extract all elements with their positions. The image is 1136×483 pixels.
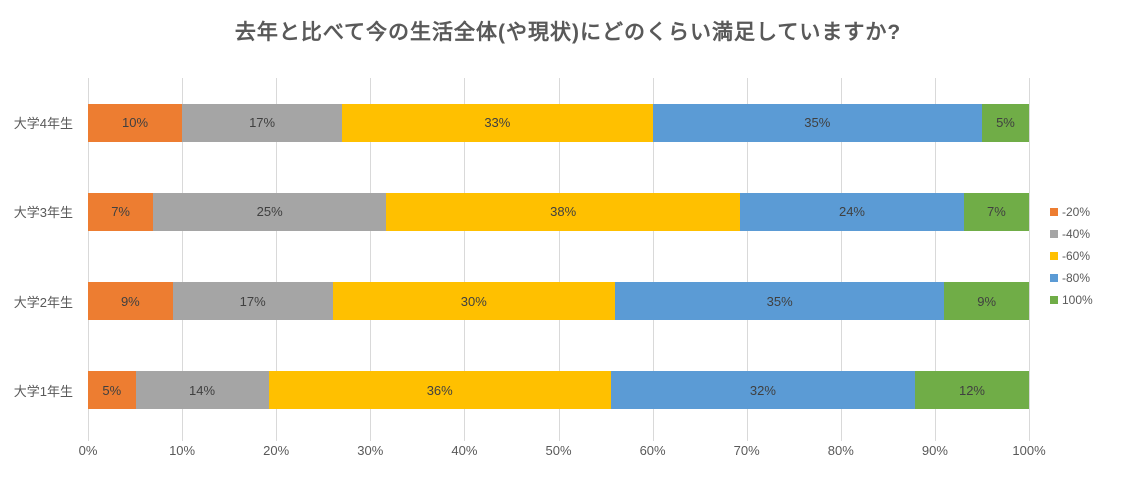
- category-label: 大学3年生: [13, 205, 73, 221]
- gridline: [464, 78, 466, 441]
- bar-segment: 12%: [914, 371, 1030, 410]
- x-tick-label: 60%: [639, 443, 666, 458]
- chart-title: 去年と比べて今の生活全体(や現状)にどのくらい満足していますか?: [234, 21, 902, 44]
- x-axis-labels: 0% 10% 20% 30% 40% 50% 60% 70% 80% 90% 100%: [79, 443, 1046, 459]
- bar-segment: 7%: [963, 192, 1030, 231]
- bar-segment: 14%: [135, 371, 269, 410]
- stacked-bar: 5% 14% 36% 32% 12%: [88, 371, 1030, 410]
- legend: -20% -40% -60% -80% 100%: [1050, 206, 1093, 306]
- gridline: [370, 78, 372, 441]
- gridline: [276, 78, 278, 441]
- legend-swatch: [1050, 208, 1058, 216]
- bar-segment: 9%: [88, 282, 173, 321]
- legend-label: -80%: [1062, 271, 1091, 285]
- bar-segment: 30%: [332, 282, 615, 321]
- bar-band: 10% 17% 33% 35% 5%: [88, 78, 1029, 167]
- bar-segment: 38%: [386, 192, 741, 231]
- plot-area: 10% 17% 33% 35% 5% 7% 25% 38% 24% 7% 9% 17% 30% 35% 9%…: [88, 78, 1030, 441]
- gridline: [1029, 78, 1030, 441]
- bar-segment: 5%: [981, 103, 1029, 142]
- legend-item: -80%: [1050, 272, 1093, 284]
- bar-segment: 32%: [610, 371, 915, 410]
- bar-segment: 35%: [652, 103, 982, 142]
- gridline: [934, 78, 936, 441]
- bar-segment: 24%: [740, 192, 964, 231]
- gridline: [746, 78, 748, 441]
- x-tick-label: 50%: [545, 443, 572, 458]
- category-label: 大学2年生: [13, 294, 73, 310]
- legend-label: -60%: [1062, 249, 1091, 263]
- legend-swatch: [1050, 252, 1058, 260]
- gridline: [182, 78, 184, 441]
- legend-swatch: [1050, 274, 1058, 282]
- category-label: 大学1年生: [13, 383, 73, 399]
- bar-segment: 17%: [182, 103, 343, 142]
- x-tick-label: 40%: [451, 443, 478, 458]
- bar-band: 7% 25% 38% 24% 7%: [88, 167, 1030, 256]
- gridline: [840, 78, 842, 441]
- legend-swatch: [1050, 230, 1058, 238]
- x-tick-label: 100%: [1012, 443, 1046, 458]
- bar-segment: 7%: [88, 192, 154, 231]
- stacked-bar: 10% 17% 33% 35% 5%: [88, 103, 1029, 142]
- bar-segment: 5%: [88, 371, 136, 410]
- bar-band: 9% 17% 30% 35% 9%: [88, 257, 1029, 346]
- x-tick-label: 20%: [263, 443, 290, 458]
- bar-band: 5% 14% 36% 32% 12%: [88, 346, 1030, 435]
- legend-item: -20%: [1050, 206, 1093, 218]
- stacked-bar: 9% 17% 30% 35% 9%: [88, 282, 1029, 321]
- legend-swatch: [1050, 296, 1058, 304]
- x-tick-label: 70%: [733, 443, 760, 458]
- bar-segment: 36%: [268, 371, 611, 410]
- gridline: [558, 78, 560, 441]
- x-tick-label: 10%: [169, 443, 196, 458]
- gridline: [652, 78, 654, 441]
- category-axis-labels: 大学4年生大学3年生大学2年生大学1年生: [0, 78, 82, 435]
- x-tick-label: 80%: [827, 443, 854, 458]
- bar-segment: 9%: [944, 282, 1029, 321]
- bar-segment: 25%: [153, 192, 387, 231]
- stacked-bar: 7% 25% 38% 24% 7%: [88, 192, 1030, 231]
- gridline: [88, 78, 89, 441]
- bar-segment: 35%: [614, 282, 945, 321]
- legend-item: 100%: [1050, 294, 1093, 306]
- bar-segment: 10%: [88, 103, 183, 142]
- bar-segment: 33%: [342, 103, 653, 142]
- bar-segment: 17%: [172, 282, 333, 321]
- legend-label: 100%: [1062, 293, 1093, 307]
- x-tick-label: 30%: [357, 443, 384, 458]
- legend-label: -40%: [1062, 227, 1091, 241]
- x-tick-label: 0%: [78, 443, 98, 458]
- legend-item: -40%: [1050, 228, 1093, 240]
- x-tick-label: 90%: [921, 443, 948, 458]
- legend-item: -60%: [1050, 250, 1093, 262]
- category-label: 大学4年生: [13, 116, 73, 132]
- legend-label: -20%: [1062, 205, 1091, 219]
